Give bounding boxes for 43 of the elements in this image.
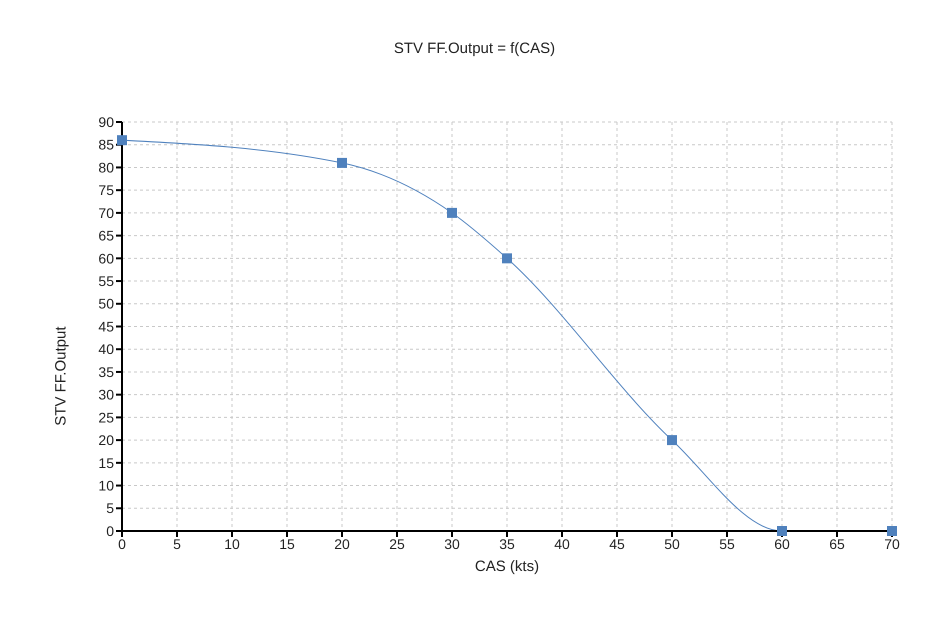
x-tick-label: 40	[554, 536, 570, 552]
x-tick-label: 60	[774, 536, 790, 552]
y-tick-label: 55	[98, 273, 114, 290]
y-tick-label: 50	[98, 296, 114, 312]
y-axis-title: STV FF.Output	[52, 326, 70, 426]
y-tick-label: 75	[98, 182, 114, 198]
point	[117, 135, 127, 146]
y-tick-label: 30	[98, 386, 114, 403]
x-tick-label: 55	[719, 536, 735, 552]
y-tick-label: 40	[98, 341, 114, 358]
x-tick-label: 45	[609, 536, 625, 552]
x-tick-label: 0	[118, 536, 126, 552]
point	[447, 208, 457, 218]
y-tick-label: 25	[98, 409, 114, 426]
y-tick-label: 90	[98, 114, 114, 130]
x-tick-label: 35	[499, 536, 515, 552]
x-tick-label: 20	[334, 536, 350, 552]
y-tick-label: 5	[106, 500, 114, 516]
point	[667, 435, 677, 446]
x-tick-label: 70	[884, 536, 900, 552]
y-tick-label: 15	[98, 454, 114, 471]
x-tick-label: 5	[173, 536, 182, 552]
x-tick-label: 65	[829, 536, 845, 552]
y-tick-label: 10	[98, 478, 114, 494]
x-tick-label: 25	[389, 536, 405, 552]
y-tick-label: 70	[98, 204, 114, 221]
y-tick-label: 20	[98, 432, 114, 448]
y-tick-label: 35	[98, 364, 114, 380]
y-tick-label: 80	[98, 159, 114, 176]
x-tick-label: 50	[664, 536, 680, 552]
point	[777, 526, 787, 536]
chart-title: STV FF.Output = f(CAS)	[392, 40, 556, 57]
y-tick-label: 65	[98, 228, 114, 244]
x-axis-title: CAS (kts)	[474, 558, 540, 575]
y-tick-label: 85	[98, 136, 114, 153]
x-tick-label: 10	[224, 536, 240, 552]
y-tick-label: 60	[98, 250, 114, 266]
x-tick-label: 15	[279, 536, 295, 552]
y-tick-label: 45	[98, 318, 114, 334]
x-tick-label: 30	[444, 536, 460, 552]
point	[502, 253, 512, 264]
point	[337, 158, 347, 168]
y-tick-label: 0	[106, 522, 114, 539]
